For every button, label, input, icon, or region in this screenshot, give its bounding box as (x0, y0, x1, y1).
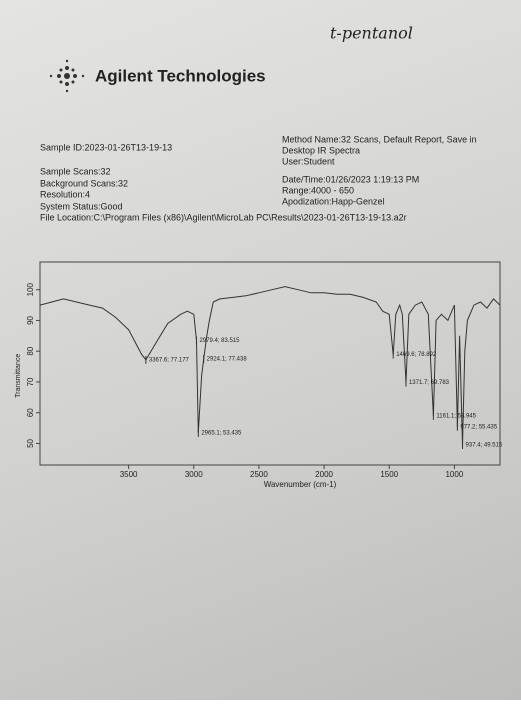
handwritten-note: t-pentanol (330, 24, 413, 43)
x-axis-label: Wavenumber (cm-1) (264, 480, 337, 489)
x-tick-label: 2000 (315, 470, 333, 479)
peak-label: 977.2; 55.435 (460, 424, 497, 430)
info-line: User:Student (282, 156, 335, 166)
y-tick-label: 60 (26, 408, 35, 417)
plot-frame (39, 261, 501, 466)
info-line: Sample ID:2023-01-26T13-19-13 (40, 142, 172, 152)
peak-label: 2965.1; 53.435 (201, 430, 242, 436)
y-tick-label: 50 (26, 438, 35, 447)
company-name: Agilent Technologies (95, 66, 266, 85)
x-tick-label: 1500 (380, 470, 398, 479)
peak-label: 937.4; 49.515 (466, 443, 503, 449)
info-line: Resolution:4 (40, 189, 90, 199)
info-line: Background Scans:32 (40, 178, 128, 188)
y-tick-label: 80 (26, 346, 35, 355)
x-tick-label: 3500 (120, 470, 138, 479)
logo (49, 59, 85, 93)
info-line: System Status:Good (40, 201, 123, 211)
peak-label: 1469.6; 78.892 (396, 352, 437, 358)
peak-label: 1371.7; 69.783 (409, 380, 450, 386)
x-tick-label: 1000 (445, 470, 463, 479)
file-location: File Location:C:\Program Files (x86)\Agi… (40, 212, 407, 222)
info-line: Apodization:Happ-Genzel (282, 196, 385, 206)
y-tick-label: 100 (26, 282, 35, 296)
info-line: Date/Time:01/26/2023 1:19:13 PM (282, 174, 419, 184)
x-tick-label: 2500 (250, 470, 268, 479)
info-line: Desktop IR Spectra (282, 145, 360, 155)
info-line: Range:4000 - 650 (282, 185, 354, 195)
spectrum-line (39, 286, 501, 446)
peak-label: 3367.6; 77.177 (149, 357, 190, 363)
peak-label: 1161.1; 58.945 (436, 414, 476, 420)
peak-label: 2979.4; 83.515 (199, 338, 240, 344)
y-tick-label: 70 (26, 377, 35, 386)
info-line: Method Name:32 Scans, Default Report, Sa… (282, 134, 477, 144)
y-axis-label: Transmittance (15, 354, 22, 398)
peak-label: 2924.1; 77.438 (207, 357, 248, 363)
x-tick-label: 3000 (185, 470, 203, 479)
y-tick-label: 90 (26, 315, 35, 324)
info-line: Sample Scans:32 (40, 166, 111, 176)
